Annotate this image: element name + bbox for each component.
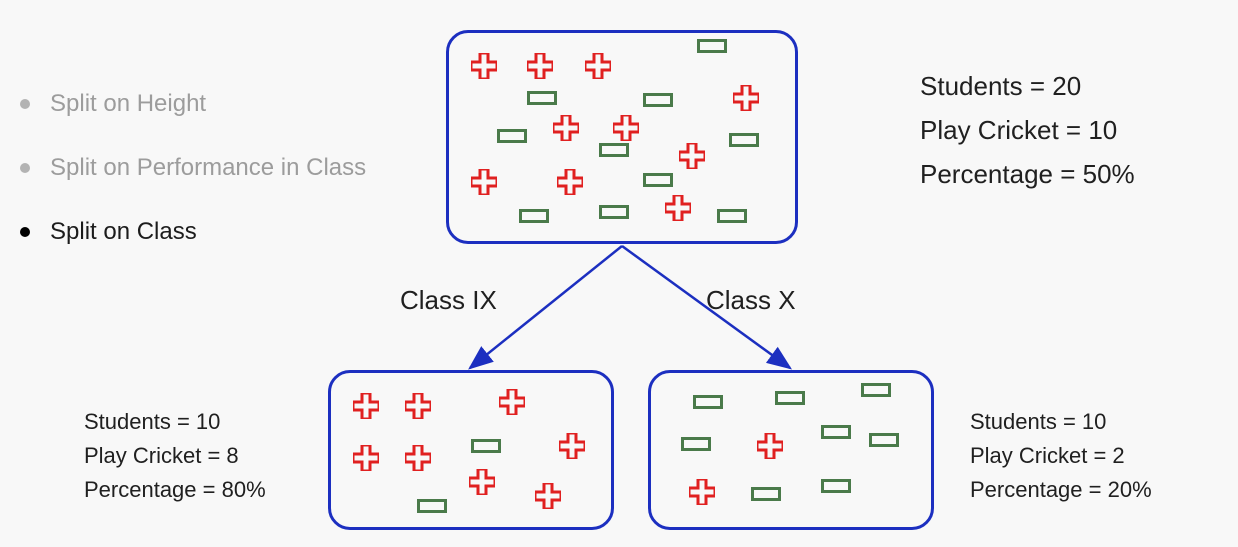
plus-icon <box>757 433 783 459</box>
plus-icon <box>665 195 691 221</box>
plus-icon <box>405 393 431 419</box>
minus-icon <box>519 209 549 223</box>
minus-icon <box>643 173 673 187</box>
plus-icon <box>553 115 579 141</box>
plus-icon <box>733 85 759 111</box>
plus-icon <box>353 393 379 419</box>
plus-icon <box>471 53 497 79</box>
plus-icon <box>613 115 639 141</box>
plus-icon <box>353 445 379 471</box>
minus-icon <box>497 129 527 143</box>
plus-icon <box>689 479 715 505</box>
minus-icon <box>693 395 723 409</box>
minus-icon <box>681 437 711 451</box>
left-node-box <box>328 370 614 530</box>
plus-icon <box>585 53 611 79</box>
plus-icon <box>499 389 525 415</box>
minus-icon <box>599 143 629 157</box>
plus-icon <box>559 433 585 459</box>
minus-icon <box>775 391 805 405</box>
plus-icon <box>405 445 431 471</box>
minus-icon <box>751 487 781 501</box>
plus-icon <box>557 169 583 195</box>
minus-icon <box>417 499 447 513</box>
minus-icon <box>697 39 727 53</box>
minus-icon <box>643 93 673 107</box>
plus-icon <box>469 469 495 495</box>
minus-icon <box>599 205 629 219</box>
plus-icon <box>527 53 553 79</box>
minus-icon <box>821 479 851 493</box>
minus-icon <box>729 133 759 147</box>
right-node-box <box>648 370 934 530</box>
minus-icon <box>527 91 557 105</box>
plus-icon <box>471 169 497 195</box>
minus-icon <box>861 383 891 397</box>
minus-icon <box>471 439 501 453</box>
minus-icon <box>717 209 747 223</box>
plus-icon <box>535 483 561 509</box>
plus-icon <box>679 143 705 169</box>
minus-icon <box>869 433 899 447</box>
minus-icon <box>821 425 851 439</box>
root-node-box <box>446 30 798 244</box>
